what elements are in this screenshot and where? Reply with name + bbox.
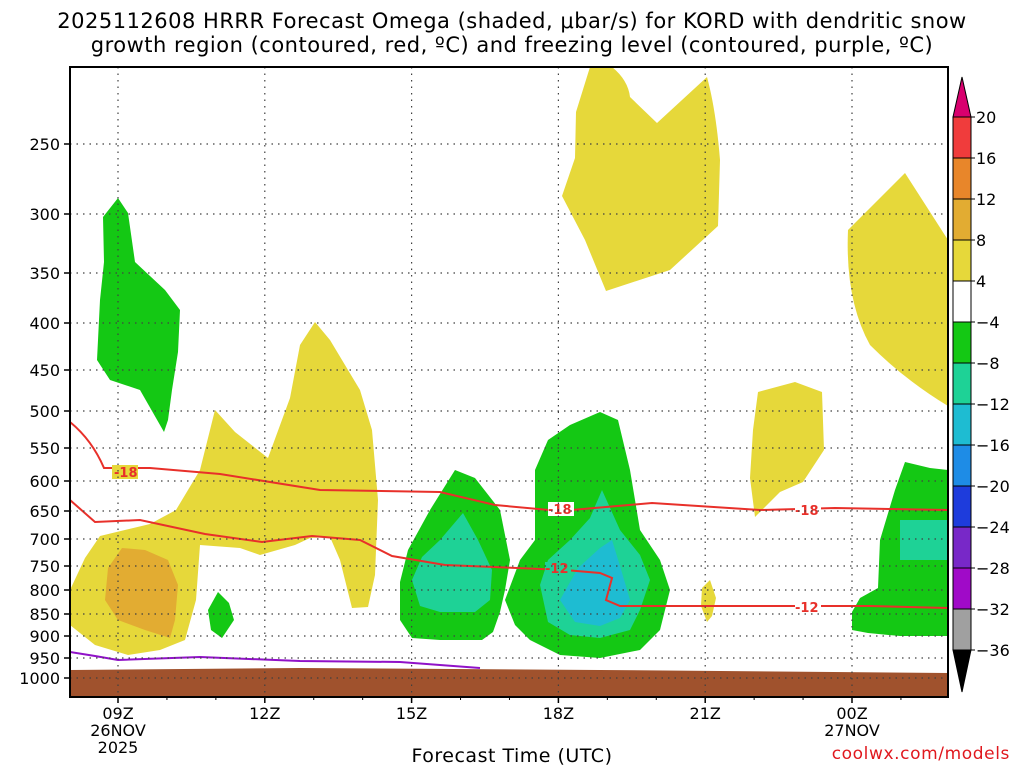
y-tick-label: 350 bbox=[29, 264, 60, 283]
ground-terrain bbox=[70, 668, 948, 697]
colorbar-label: −4 bbox=[976, 313, 1000, 332]
y-tick-label: 450 bbox=[29, 361, 60, 380]
dgz-label-minus12-center: -12 bbox=[545, 562, 569, 577]
y-tick-label: 400 bbox=[29, 314, 60, 333]
omega-tiny-yellow-region bbox=[701, 580, 716, 622]
y-tick-label: 550 bbox=[29, 439, 60, 458]
colorbar-swatch bbox=[952, 362, 972, 405]
dgz-label-minus18-right: -18 bbox=[795, 504, 819, 519]
freezing-level-contour-line bbox=[70, 651, 481, 669]
credit-text: coolwx.com/models bbox=[831, 744, 1010, 764]
y-axis: 250 300 350 400 450 500 550 600 650 700 750 800 850 9… bbox=[19, 135, 70, 688]
x-tick-sublabel: 26NOV bbox=[90, 721, 146, 740]
y-tick-label: 650 bbox=[29, 502, 60, 521]
x-tick-label: 00Z bbox=[836, 704, 867, 723]
label-bg bbox=[548, 502, 574, 516]
omega-orange-region bbox=[105, 548, 178, 638]
colorbar-label: −20 bbox=[976, 477, 1010, 496]
y-tick-label: 300 bbox=[29, 205, 60, 224]
y-tick-label: 700 bbox=[29, 530, 60, 549]
colorbar-label: −28 bbox=[976, 559, 1010, 578]
colorbar-label: −32 bbox=[976, 600, 1010, 619]
omega-upper-yellow-region bbox=[562, 67, 720, 291]
y-tick-label: 800 bbox=[29, 581, 60, 600]
y-tick-label: 850 bbox=[29, 605, 60, 624]
colorbar-swatch bbox=[952, 403, 972, 446]
colorbar-label: −16 bbox=[976, 436, 1010, 455]
y-tick-label: 750 bbox=[29, 557, 60, 576]
colorbar-swatch bbox=[952, 485, 972, 528]
omega-right-small-yellow-region bbox=[750, 382, 824, 517]
y-tick-label: 600 bbox=[29, 472, 60, 491]
x-tick-label: 18Z bbox=[543, 704, 574, 723]
colorbar-swatch bbox=[952, 526, 972, 569]
dgz-minus18-contour-line bbox=[70, 421, 948, 513]
colorbar-label: −8 bbox=[976, 354, 1000, 373]
colorbar-label: 12 bbox=[976, 190, 996, 209]
label-bg bbox=[795, 600, 821, 614]
colorbar-swatch bbox=[952, 198, 972, 241]
y-tick-label: 950 bbox=[29, 649, 60, 668]
x-tick-label: 09Z bbox=[102, 704, 133, 723]
colorbar-label: −12 bbox=[976, 395, 1010, 414]
y-tick-label: 250 bbox=[29, 135, 60, 154]
colorbar-label: 8 bbox=[976, 231, 986, 250]
colorbar-label: 16 bbox=[976, 149, 996, 168]
colorbar-swatch bbox=[952, 116, 972, 159]
y-tick-label: 500 bbox=[29, 402, 60, 421]
x-tick-label: 15Z bbox=[396, 704, 427, 723]
colorbar-swatch bbox=[952, 239, 972, 282]
colorbar-label: 20 bbox=[976, 108, 996, 127]
omega-upper-left-green-region bbox=[97, 198, 180, 432]
colorbar-swatch bbox=[952, 280, 972, 323]
y-tick-label: 1000 bbox=[19, 669, 60, 688]
x-axis-title: Forecast Time (UTC) bbox=[411, 745, 613, 767]
omega-right-teal-region bbox=[900, 520, 948, 560]
dgz-label-minus18-left: -18 bbox=[114, 466, 138, 481]
colorbar-bottom-arrow bbox=[952, 649, 972, 693]
chart-title-line2: growth region (contoured, red, ºC) and f… bbox=[90, 33, 934, 57]
colorbar-swatch bbox=[952, 321, 972, 364]
omega-right-upper-yellow-region bbox=[847, 173, 948, 406]
colorbar-swatch bbox=[952, 444, 972, 487]
chart-title-line1: 2025112608 HRRR Forecast Omega (shaded, … bbox=[57, 9, 967, 33]
x-tick-label: 12Z bbox=[249, 704, 280, 723]
grid bbox=[70, 67, 948, 697]
omega-central-teal-region bbox=[412, 513, 492, 612]
colorbar: 20 16 12 8 4 −4 −8 −12 −16 −20 −24 −28 −32 −36 bbox=[952, 76, 1010, 693]
colorbar-top-arrow bbox=[952, 76, 972, 118]
label-bg bbox=[112, 465, 138, 479]
dgz-label-minus12-right: -12 bbox=[795, 601, 819, 616]
colorbar-label: −36 bbox=[976, 641, 1010, 660]
y-tick-label: 900 bbox=[29, 627, 60, 646]
omega-cyan-core-region bbox=[560, 540, 630, 626]
colorbar-label: 4 bbox=[976, 272, 986, 291]
colorbar-swatch bbox=[952, 608, 972, 651]
omega-fields bbox=[70, 67, 948, 697]
colorbar-swatch bbox=[952, 567, 972, 610]
x-tick-sublabel: 2025 bbox=[98, 738, 139, 757]
x-tick-sublabel: 27NOV bbox=[824, 721, 880, 740]
contour-labels: -18 -18 -18 -12 -12 bbox=[112, 465, 821, 616]
label-bg bbox=[795, 503, 821, 517]
dgz-minus12-contour-line bbox=[70, 499, 948, 609]
colorbar-label: −24 bbox=[976, 518, 1010, 537]
colorbar-swatch bbox=[952, 157, 972, 200]
x-tick-label: 21Z bbox=[690, 704, 721, 723]
omega-small-green-region bbox=[208, 592, 234, 638]
dgz-label-minus18-center: -18 bbox=[548, 503, 572, 518]
